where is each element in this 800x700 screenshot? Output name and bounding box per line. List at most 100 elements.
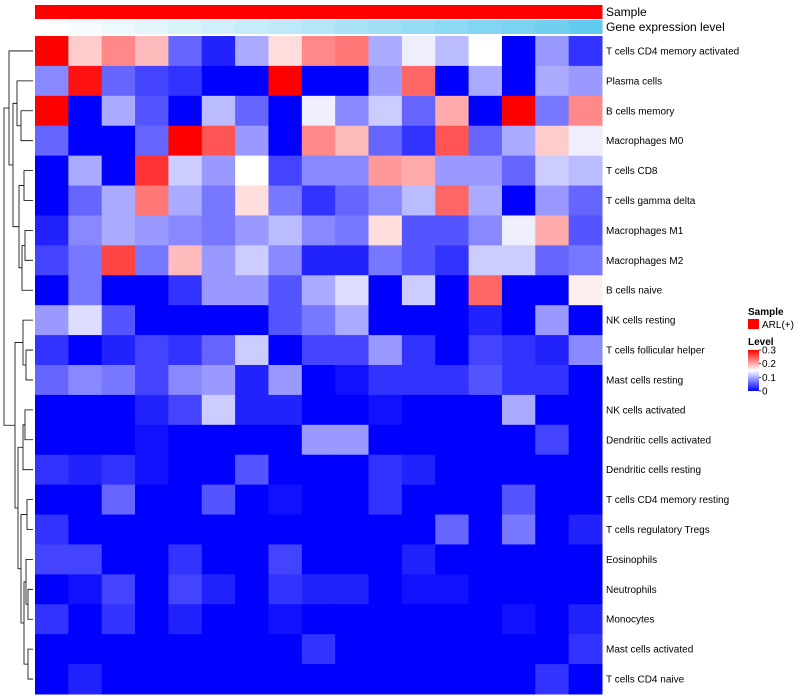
heatmap-cell [435, 36, 470, 67]
heatmap-cell [368, 454, 403, 486]
heatmap-cell [168, 514, 203, 545]
heatmap-cell [335, 664, 370, 695]
heatmap-cell [301, 604, 336, 635]
heatmap-cell [35, 544, 69, 575]
heatmap-cell [335, 65, 370, 97]
heatmap-cell [568, 484, 603, 516]
heatmap-cell [368, 424, 403, 456]
heatmap-cell [168, 454, 203, 486]
heatmap-cell [435, 514, 470, 545]
heatmap-cell [401, 245, 436, 276]
heatmap-cell [535, 454, 570, 486]
heatmap-cell [168, 65, 203, 97]
heatmap-cell [201, 424, 236, 456]
dendrogram-branch [12, 102, 19, 228]
row-label: Plasma cells [606, 76, 662, 87]
heatmap-cell [35, 65, 69, 97]
heatmap-cell [135, 305, 169, 336]
heatmap-cell [568, 454, 603, 486]
heatmap-cell [468, 155, 503, 187]
sample-track-cell [168, 5, 203, 19]
heatmap-cell [235, 65, 269, 97]
heatmap-cell [135, 275, 169, 306]
heatmap-cell [201, 155, 236, 187]
heatmap-cell [335, 305, 370, 336]
sample-track-cell [335, 5, 370, 19]
heatmap-cell [468, 335, 503, 366]
row-dendrogram [3, 50, 33, 680]
heatmap-cell [135, 125, 169, 157]
heatmap-cell [568, 155, 603, 187]
dendrogram-branch [18, 185, 24, 269]
row-label: Macrophages M2 [606, 256, 684, 267]
heatmap-cell [135, 185, 169, 216]
heatmap-cell [268, 275, 303, 306]
heatmap-cell [101, 155, 136, 187]
heatmap-cell [201, 365, 236, 396]
heatmap-cell [168, 604, 203, 635]
heatmap-cell [468, 544, 503, 575]
row-label: T cells CD4 memory activated [606, 46, 739, 57]
heatmap-cell [301, 245, 336, 276]
sample-annotation-track [35, 5, 603, 19]
row-labels: T cells CD4 memory activated Plasma cells… [606, 46, 739, 685]
heatmap-cell [301, 215, 336, 246]
heatmap-cell [201, 544, 236, 575]
heatmap-cell [301, 544, 336, 575]
heatmap-cell [535, 574, 570, 605]
row-label: Neutrophils [606, 585, 657, 596]
heatmap-cell [335, 544, 370, 575]
heatmap-cell [135, 544, 169, 575]
heatmap-cell [135, 95, 169, 127]
heatmap-cell [368, 305, 403, 336]
heatmap-cell [268, 95, 303, 127]
heatmap-cell [368, 604, 403, 635]
heatmap-cell [368, 514, 403, 545]
heatmap-cell [235, 125, 269, 157]
heatmap-cell [501, 125, 536, 157]
heatmap-cell [501, 634, 536, 665]
sample-track-cell [68, 5, 103, 19]
heatmap-cell [135, 664, 169, 695]
heatmap-cell [401, 574, 436, 605]
heatmap-cell [101, 604, 136, 635]
heatmap-cell [101, 454, 136, 486]
heatmap-cell [68, 634, 103, 665]
heatmap-cell [468, 36, 503, 67]
heatmap-cell [301, 125, 336, 157]
heatmap-cell [335, 36, 370, 67]
sample-track-cell [201, 5, 236, 19]
heatmap-cell [135, 454, 169, 486]
heatmap-cell [535, 394, 570, 426]
sample-track-cell [301, 5, 336, 19]
legend-tick-label: 0.2 [762, 359, 776, 370]
sample-track-cell [235, 5, 269, 19]
heatmap-cell [201, 95, 236, 127]
heatmap-cell [368, 125, 403, 157]
heatmap-cell [35, 275, 69, 306]
heatmap-cell [168, 305, 203, 336]
heatmap-cell [335, 634, 370, 665]
dendrogram-branch [26, 499, 33, 530]
expression-track-cell [368, 20, 403, 34]
heatmap-cell [201, 245, 236, 276]
heatmap-cell [401, 604, 436, 635]
heatmap-cell [568, 215, 603, 246]
heatmap-cell [168, 125, 203, 157]
heatmap-cell [368, 544, 403, 575]
heatmap-cell [301, 185, 336, 216]
heatmap-cell [235, 574, 269, 605]
heatmap-cell [235, 185, 269, 216]
heatmap-cell [535, 305, 570, 336]
heatmap-cell [268, 245, 303, 276]
row-label: NK cells activated [606, 405, 685, 416]
heatmap-cell [568, 514, 603, 545]
dendrogram-branch [22, 424, 33, 471]
sample-track-cell [268, 5, 303, 19]
dendrogram-branch [8, 50, 33, 166]
dendrogram-branch [25, 559, 33, 605]
heatmap-cell [201, 305, 236, 336]
heatmap-cell [435, 185, 470, 216]
heatmap-cell [468, 664, 503, 695]
heatmap-cell [101, 394, 136, 426]
